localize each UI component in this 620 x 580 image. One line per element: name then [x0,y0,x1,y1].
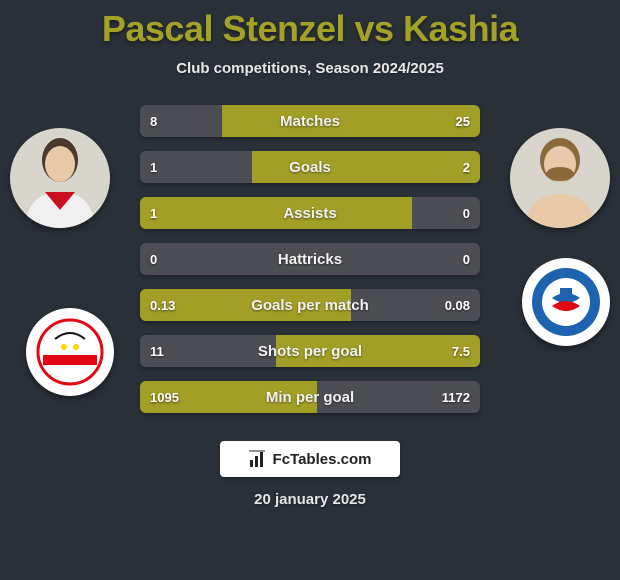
vfb-crest-icon [35,317,105,387]
footer-date: 20 january 2025 [0,491,620,508]
slovan-crest-icon [530,266,602,338]
stat-row: 1095Min per goal1172 [140,381,480,413]
stat-row: 8Matches25 [140,105,480,137]
page-title: Pascal Stenzel vs Kashia [0,0,620,50]
stat-value-right: 1172 [442,381,470,413]
stat-row: 1Assists0 [140,197,480,229]
club-left-badge [26,308,114,396]
brand-badge[interactable]: FcTables.com [220,441,400,477]
stat-value-right: 0.08 [445,289,470,321]
stat-value-left: 11 [150,335,164,367]
stat-value-right: 2 [463,151,470,183]
stat-row: 0Hattricks0 [140,243,480,275]
stat-row: 1Goals2 [140,151,480,183]
stat-bar-right [222,105,480,137]
stat-bar-right [276,335,480,367]
stat-value-left: 1 [150,151,157,183]
stat-value-right: 7.5 [452,335,470,367]
page-subtitle: Club competitions, Season 2024/2025 [0,60,620,77]
stat-row: 11Shots per goal7.5 [140,335,480,367]
stat-value-left: 1095 [150,381,179,413]
player-right-silhouette [515,134,605,228]
stat-value-right: 0 [463,197,470,229]
stat-value-left: 8 [150,105,157,137]
stat-value-right: 0 [463,243,470,275]
player-right-avatar [510,128,610,228]
player-left-silhouette [15,134,105,228]
stat-value-left: 0 [150,243,157,275]
stat-value-right: 25 [456,105,470,137]
stat-bar-right [252,151,480,183]
bar-chart-icon [249,450,267,468]
brand-label: FcTables.com [273,451,372,468]
club-right-badge [522,258,610,346]
stat-value-left: 1 [150,197,157,229]
stat-row: 0.13Goals per match0.08 [140,289,480,321]
stat-value-left: 0.13 [150,289,175,321]
stat-bar-right [310,243,480,275]
stat-bar-left [140,243,310,275]
player-left-avatar [10,128,110,228]
stat-bar-left [140,197,412,229]
